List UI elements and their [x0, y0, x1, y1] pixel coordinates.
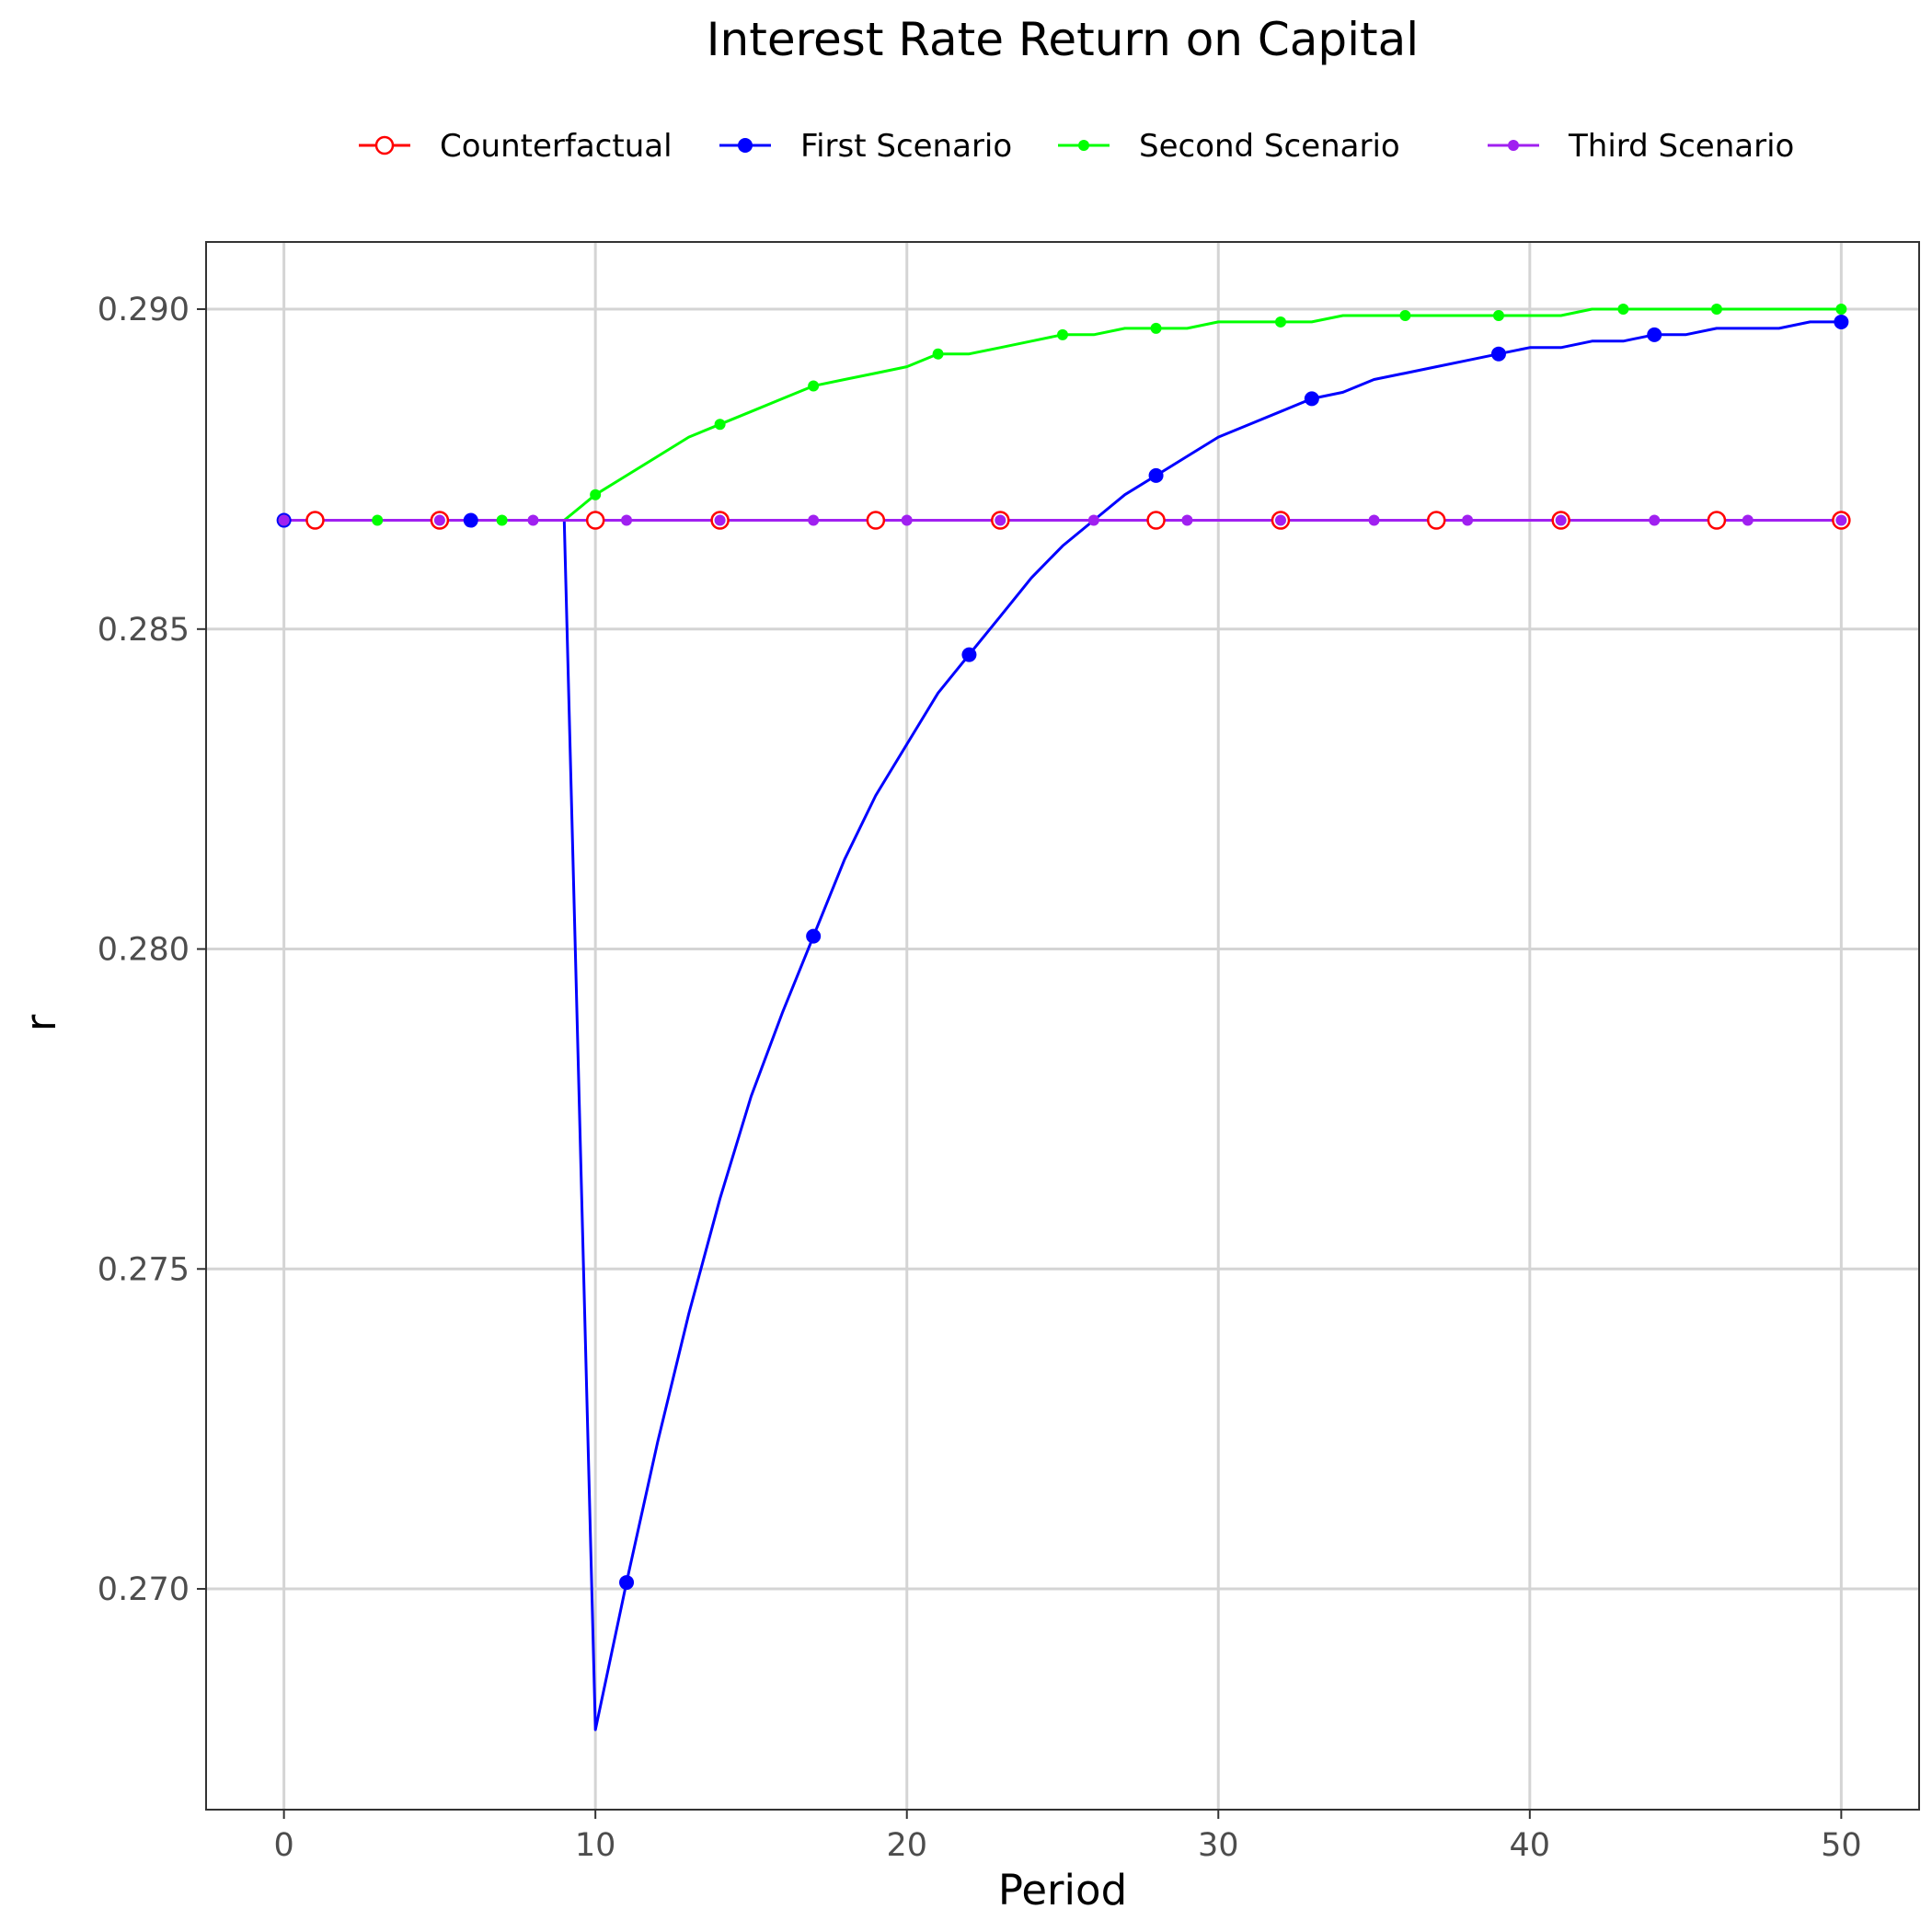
second-scenario-point — [808, 380, 820, 392]
legend-label: Second Scenario — [1139, 128, 1400, 165]
counterfactual-point — [1707, 511, 1727, 530]
x-tick-label: 0 — [273, 1827, 293, 1864]
third-scenario-point — [433, 514, 445, 526]
plot-border — [205, 241, 1920, 1811]
first-scenario-point — [619, 1575, 635, 1591]
second-scenario-point — [590, 489, 602, 500]
plot-background — [206, 242, 1919, 1810]
y-tick-label: 0.275 — [98, 1251, 190, 1288]
counterfactual-point — [1427, 511, 1446, 530]
x-axis-title: Period — [998, 1866, 1127, 1915]
third-scenario-point — [1555, 514, 1567, 526]
legend-key-marker — [1078, 140, 1089, 151]
y-tick-label: 0.270 — [98, 1571, 190, 1608]
first-scenario-point — [1304, 391, 1319, 407]
third-scenario-point — [621, 514, 633, 526]
third-scenario-point — [808, 514, 820, 526]
legend-label: Third Scenario — [1568, 128, 1794, 165]
third-scenario-point — [1462, 514, 1474, 526]
counterfactual-point — [866, 511, 886, 530]
x-tick-label: 40 — [1510, 1827, 1551, 1864]
legend-key-marker — [1508, 140, 1519, 151]
third-scenario-point — [995, 514, 1006, 526]
first-scenario-point — [1148, 467, 1164, 483]
counterfactual-point — [585, 511, 605, 530]
legend: Counterfactual First Scenario Second Scena… — [359, 128, 1794, 165]
first-scenario-point — [806, 928, 822, 944]
legend-item-second-scenario: Second Scenario — [1058, 128, 1400, 165]
third-scenario-point — [278, 514, 290, 526]
second-scenario-point — [714, 419, 726, 431]
third-scenario-point — [714, 514, 726, 526]
second-scenario-point — [1057, 328, 1068, 340]
second-scenario-point — [1492, 309, 1504, 321]
legend-item-third-scenario: Third Scenario — [1488, 128, 1794, 165]
second-scenario-point — [372, 514, 384, 526]
y-tick-label: 0.285 — [98, 612, 190, 649]
second-scenario-point — [1274, 316, 1286, 328]
first-scenario-point — [961, 647, 977, 662]
legend-label: First Scenario — [800, 128, 1012, 165]
third-scenario-point — [527, 514, 539, 526]
legend-key-marker — [738, 138, 753, 153]
second-scenario-point — [932, 348, 944, 360]
counterfactual-point — [305, 511, 325, 530]
third-scenario-point — [1742, 514, 1754, 526]
x-tick-label: 10 — [575, 1827, 616, 1864]
second-scenario-point — [1835, 304, 1847, 316]
legend-key-marker — [374, 135, 395, 155]
third-scenario-point — [901, 514, 913, 526]
y-axis: 0.270 0.275 0.280 0.285 0.290 — [98, 292, 206, 1608]
third-scenario-point — [1181, 514, 1193, 526]
y-tick-label: 0.280 — [98, 932, 190, 969]
third-scenario-point — [1649, 514, 1661, 526]
third-scenario-point — [1087, 514, 1099, 526]
second-scenario-point — [1617, 304, 1629, 316]
x-axis: 0 10 20 30 40 50 — [273, 1810, 1862, 1864]
third-scenario-point — [1368, 514, 1380, 526]
grid — [206, 242, 1919, 1810]
legend-item-counterfactual: Counterfactual — [359, 128, 673, 165]
first-scenario-point — [1490, 346, 1506, 362]
y-tick-label: 0.290 — [98, 292, 190, 328]
x-tick-label: 30 — [1198, 1827, 1239, 1864]
second-scenario-point — [1150, 322, 1162, 334]
legend-label: Counterfactual — [440, 128, 673, 165]
legend-item-first-scenario: First Scenario — [719, 128, 1012, 165]
third-scenario-point — [1274, 514, 1286, 526]
series-markers — [276, 304, 1851, 1591]
first-scenario-point — [463, 512, 478, 528]
third-scenario-point — [1835, 514, 1847, 526]
y-axis-title: r — [17, 1014, 65, 1031]
first-scenario-point — [1834, 314, 1849, 329]
second-scenario-point — [1399, 309, 1411, 321]
x-tick-label: 20 — [886, 1827, 927, 1864]
x-tick-label: 50 — [1821, 1827, 1862, 1864]
second-scenario-point — [496, 514, 508, 526]
first-scenario-point — [1647, 327, 1662, 342]
chart-title: Interest Rate Return on Capital — [707, 13, 1419, 66]
second-scenario-point — [1710, 304, 1722, 316]
counterfactual-point — [1146, 511, 1166, 530]
